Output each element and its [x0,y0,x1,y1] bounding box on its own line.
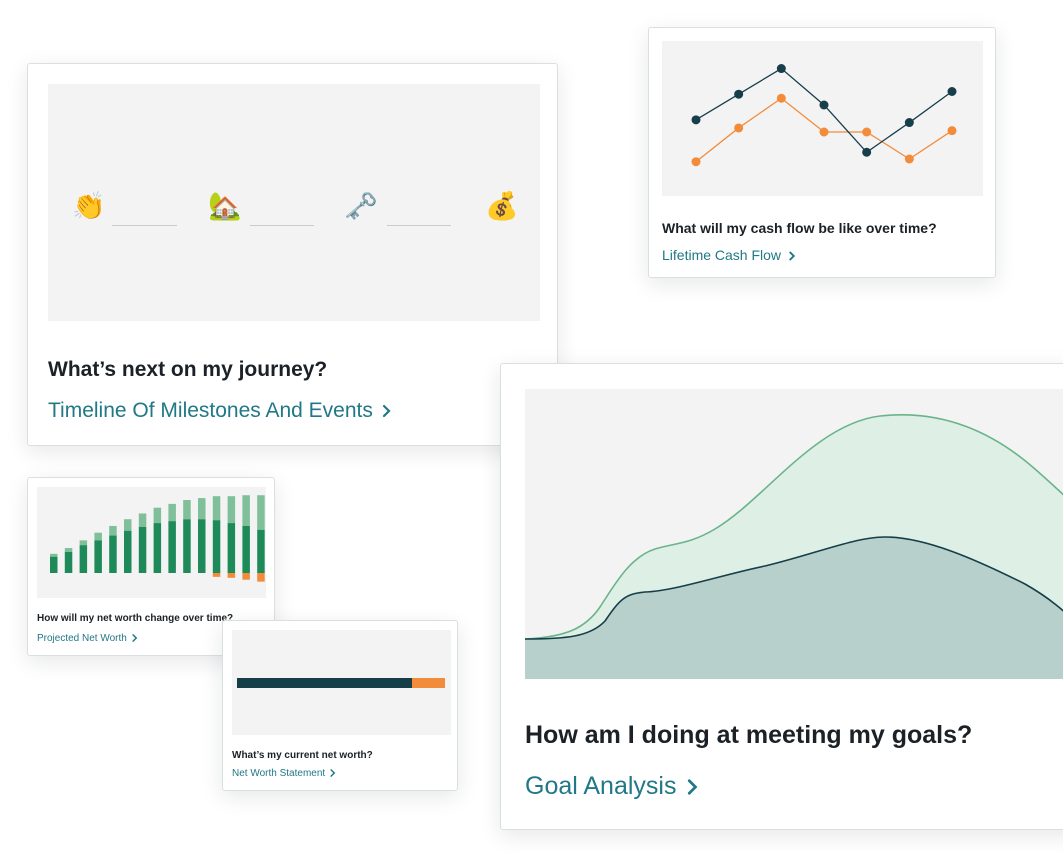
cashflow-chart [662,41,983,196]
cashflow-data-point [691,115,701,125]
cashflow-data-point [776,93,786,103]
timeline-card: 👏 🏡 🗝️ 💰 What’s next on my journey? Time… [27,63,558,446]
projected-bar-dark [50,556,58,573]
timeline-connector [387,225,451,226]
cashflow-question: What will my cash flow be like over time… [662,220,937,236]
projected-bar-dark [79,545,88,573]
goals-chart [525,389,1063,679]
goals-upper-line [525,414,1063,640]
cashflow-data-point [947,87,957,96]
projected-bar-dark [168,521,176,573]
projected-bar-light [212,496,221,521]
statement-question: What’s my current net worth? [232,750,373,761]
cashflow-line-chart [691,64,957,167]
net-worth-liabilities-bar [411,678,445,688]
clapping-hands-icon: 👏 [72,191,106,222]
cashflow-series-line [695,67,953,154]
projected-bar-light [168,503,176,522]
projected-bar-dark [257,529,265,573]
goals-area-chart [525,414,1063,679]
cashflow-card: What will my cash flow be like over time… [648,27,996,278]
projected-question: How will my net worth change over time? [37,613,234,624]
projected-bar-light [79,540,88,546]
house-with-garden-icon: 🏡 [208,191,242,222]
cashflow-data-point [691,157,701,167]
cashflow-data-point [819,100,829,110]
projected-bar-light [138,513,147,527]
timeline-link[interactable]: Timeline Of Milestones And Events [48,399,395,423]
projected-bar-dark [153,523,162,573]
chevron-right-icon [382,405,391,418]
projected-bar-light [109,525,117,536]
cashflow-data-point [819,127,829,137]
projected-bar-dark [227,523,236,573]
projected-bar-negative [257,573,265,582]
projected-bar-negative [227,573,236,578]
projected-bar-light [50,553,58,557]
key-icon: 🗝️ [344,191,378,222]
projected-bar-light [64,548,73,552]
statement-link[interactable]: Net Worth Statement [232,768,338,779]
projected-bar-dark [94,540,102,573]
goals-question: How am I doing at meeting my goals? [525,721,973,749]
net-worth-assets-bar [237,678,412,688]
goals-link[interactable]: Goal Analysis [525,772,703,801]
projected-bar-dark [183,519,191,573]
cashflow-data-point [904,154,914,164]
projected-bar-light [242,495,250,526]
cashflow-link[interactable]: Lifetime Cash Flow [662,247,799,263]
goals-card: How am I doing at meeting my goals? Goal… [500,363,1063,830]
chevron-right-icon [330,769,336,778]
projected-bar-dark [109,535,117,573]
projected-bar-light [198,498,206,520]
projected-bar-dark [242,525,250,573]
projected-bar-chart [50,495,265,582]
projected-bar-dark [212,520,221,573]
cashflow-data-point [734,89,744,99]
projected-chart [37,487,266,598]
projected-bar-negative [242,573,250,580]
chevron-right-icon [688,779,698,796]
projected-bar-negative [212,573,221,577]
projected-bar-light [257,495,265,530]
projected-bar-light [94,532,102,541]
timeline-link-label: Timeline Of Milestones And Events [48,399,373,422]
projected-bar-light [183,500,191,520]
cashflow-data-point [862,147,872,157]
timeline-connector [250,225,314,226]
money-bag-icon: 💰 [485,191,519,222]
projected-link[interactable]: Projected Net Worth [37,633,140,644]
goals-lower-area [525,537,1063,679]
statement-card: What’s my current net worth? Net Worth S… [222,620,458,791]
timeline-connector [112,225,177,226]
timeline-preview: 👏 🏡 🗝️ 💰 [48,84,540,321]
projected-bar-light [124,519,132,531]
cashflow-data-point [776,64,786,74]
projected-link-label: Projected Net Worth [37,633,127,644]
projected-bar-light [153,507,162,524]
cashflow-data-point [904,118,914,128]
projected-bar-light [227,496,236,524]
statement-chart [232,630,451,735]
timeline-question: What’s next on my journey? [48,358,328,381]
cashflow-data-point [862,127,872,137]
projected-bar-dark [138,526,147,573]
statement-link-label: Net Worth Statement [232,768,326,779]
goals-lower-line [525,536,1063,640]
cashflow-data-point [947,126,957,136]
chevron-right-icon [132,634,137,643]
projected-bar-dark [64,551,73,573]
chevron-right-icon [789,251,796,261]
cashflow-data-point [734,123,744,133]
projected-bar-dark [124,530,132,573]
projected-bar-dark [198,519,206,573]
goals-link-label: Goal Analysis [525,772,677,800]
cashflow-link-label: Lifetime Cash Flow [662,247,782,263]
